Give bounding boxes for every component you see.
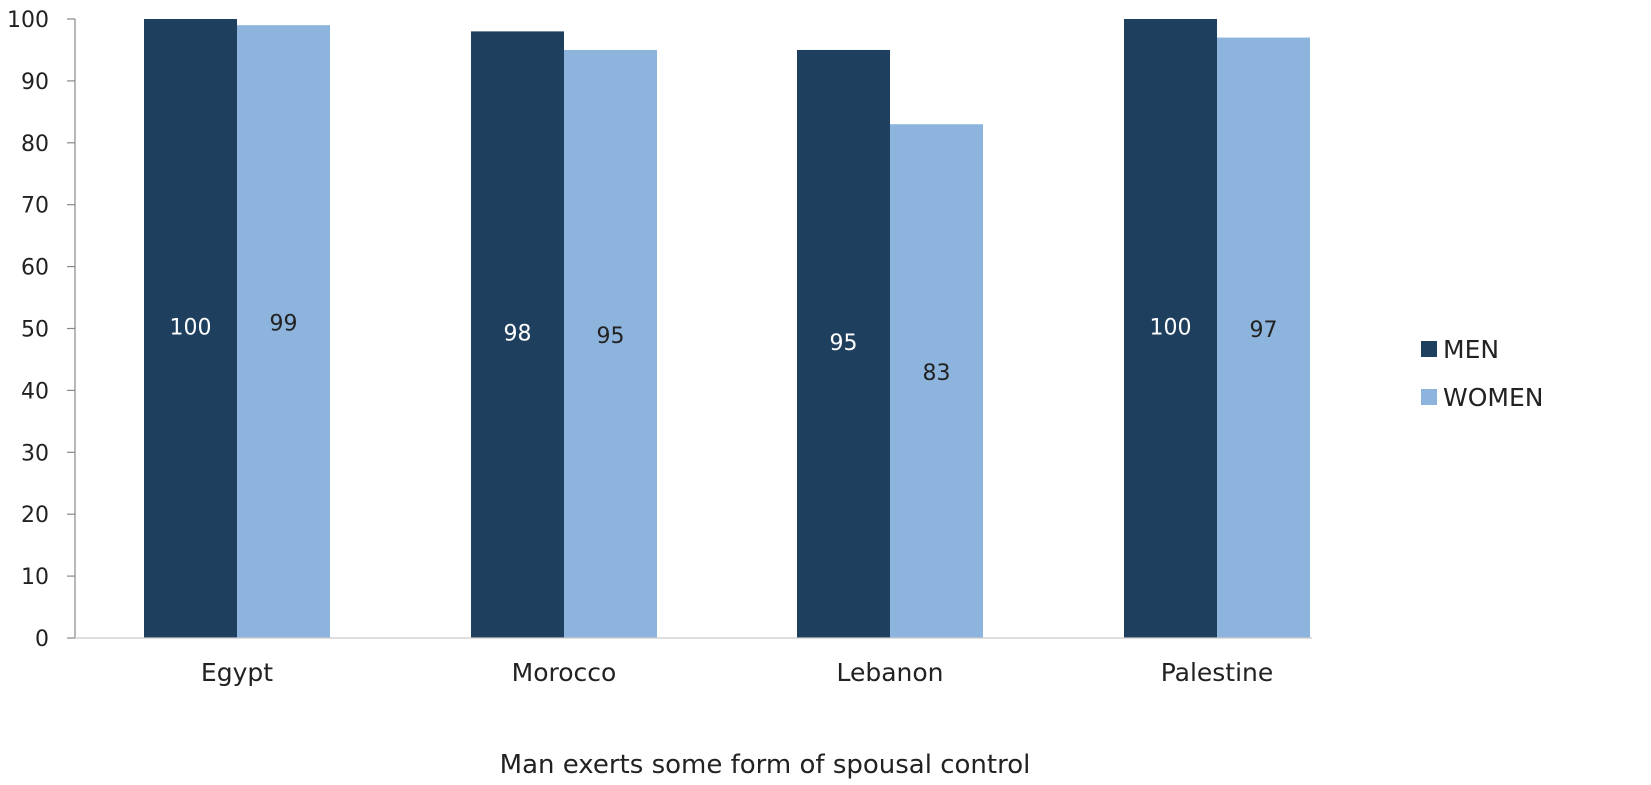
x-category-label: Palestine: [1161, 658, 1274, 687]
bar-men-lebanon: [797, 49, 890, 638]
y-tick-label: 40: [21, 379, 49, 404]
y-tick-label: 70: [21, 194, 49, 219]
bar-men-palestine: [1124, 19, 1217, 638]
legend: MEN WOMEN: [1421, 335, 1543, 412]
legend-label-men: MEN: [1443, 335, 1499, 364]
bar-value-label: 97: [1250, 318, 1278, 343]
bar-value-label: 95: [830, 331, 858, 356]
bar-women-egypt: [237, 25, 330, 638]
bar-value-label: 99: [270, 312, 298, 337]
y-tick-label: 100: [7, 8, 49, 33]
bar-women-morocco: [564, 49, 657, 638]
y-tick-label: 50: [21, 318, 49, 343]
x-category-label: Egypt: [201, 658, 273, 687]
bar-men-morocco: [471, 31, 564, 638]
bar-value-label: 83: [923, 361, 951, 386]
x-category-label: Morocco: [512, 658, 617, 687]
legend-label-women: WOMEN: [1443, 383, 1543, 412]
bar-value-label: 100: [170, 316, 212, 341]
bar-value-label: 95: [597, 324, 625, 349]
y-tick-label: 80: [21, 132, 49, 157]
y-tick-label: 90: [21, 70, 49, 95]
legend-swatch-men: [1421, 341, 1437, 357]
y-tick-label: 30: [21, 441, 49, 466]
bars: [144, 19, 1310, 639]
y-tick-label: 60: [21, 256, 49, 281]
bar-labels: 100 99 98 95 95 83 100 97: [170, 312, 1278, 387]
x-category-label: Lebanon: [836, 658, 943, 687]
y-tick-label: 20: [21, 503, 49, 528]
y-axis: 0 10 20 30 40 50 60 70 80 90 100: [7, 8, 76, 652]
legend-swatch-women: [1421, 389, 1437, 405]
y-tick-label: 0: [35, 627, 49, 652]
x-axis: Egypt Morocco Lebanon Palestine: [75, 637, 1312, 687]
bar-men-egypt: [144, 19, 237, 638]
bar-women-palestine: [1217, 37, 1310, 638]
bar-women-lebanon: [890, 124, 983, 639]
bar-value-label: 100: [1150, 316, 1192, 341]
x-axis-title: Man exerts some form of spousal control: [500, 750, 1031, 780]
y-tick-label: 10: [21, 565, 49, 590]
bar-value-label: 98: [504, 322, 532, 347]
